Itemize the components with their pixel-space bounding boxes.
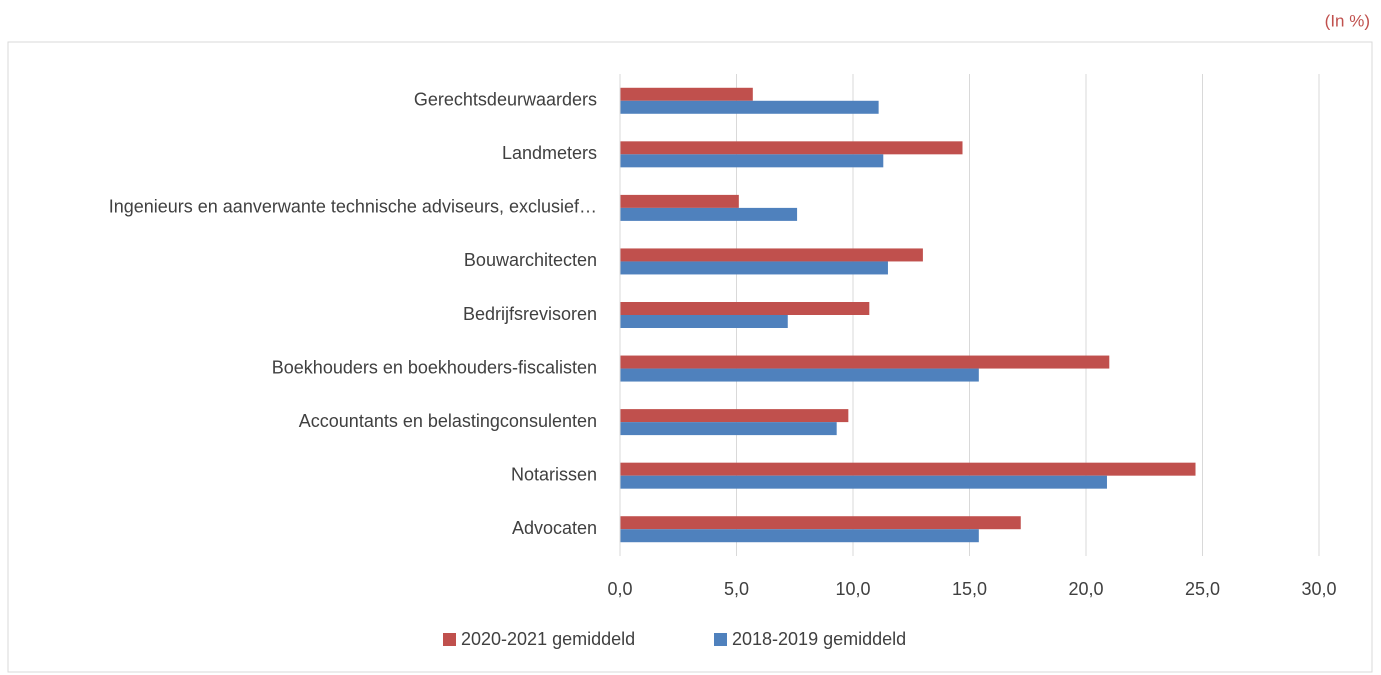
y-tick-label: Landmeters bbox=[502, 143, 597, 163]
y-tick-label: Advocaten bbox=[512, 518, 597, 538]
bar bbox=[620, 355, 1110, 369]
legend-label: 2020-2021 gemiddeld bbox=[461, 629, 635, 649]
bar bbox=[620, 409, 849, 423]
bar bbox=[620, 248, 923, 262]
legend-swatch bbox=[443, 633, 456, 646]
bar bbox=[620, 154, 884, 168]
x-tick-label: 20,0 bbox=[1068, 579, 1103, 599]
bar bbox=[620, 261, 888, 275]
bar bbox=[620, 207, 798, 221]
x-tick-label: 10,0 bbox=[835, 579, 870, 599]
y-tick-label: Notarissen bbox=[511, 464, 597, 484]
bar bbox=[620, 368, 979, 382]
x-tick-label: 25,0 bbox=[1185, 579, 1220, 599]
bar bbox=[620, 422, 837, 436]
y-tick-label: Accountants en belastingconsulenten bbox=[299, 411, 597, 431]
legend-swatch bbox=[714, 633, 727, 646]
bar bbox=[620, 529, 979, 543]
bar bbox=[620, 315, 788, 328]
bar bbox=[620, 516, 1021, 530]
bar bbox=[620, 87, 753, 101]
x-tick-label: 5,0 bbox=[724, 579, 749, 599]
legend-label: 2018-2019 gemiddeld bbox=[732, 629, 906, 649]
x-tick-label: 15,0 bbox=[952, 579, 987, 599]
bar bbox=[620, 100, 879, 114]
y-tick-label: Bedrijfsrevisoren bbox=[463, 304, 597, 324]
bar bbox=[620, 462, 1196, 476]
x-tick-label: 30,0 bbox=[1301, 579, 1336, 599]
unit-note: (In %) bbox=[1325, 11, 1370, 30]
bar bbox=[620, 302, 870, 315]
bar bbox=[620, 475, 1107, 489]
bar bbox=[620, 141, 963, 155]
bar bbox=[620, 194, 739, 208]
y-tick-label: Gerechtsdeurwaarders bbox=[414, 90, 597, 110]
y-tick-label: Bouwarchitecten bbox=[464, 250, 597, 270]
x-tick-label: 0,0 bbox=[607, 579, 632, 599]
y-tick-label: Ingenieurs en aanverwante technische adv… bbox=[109, 197, 597, 217]
y-tick-label: Boekhouders en boekhouders-fiscalisten bbox=[272, 357, 597, 377]
